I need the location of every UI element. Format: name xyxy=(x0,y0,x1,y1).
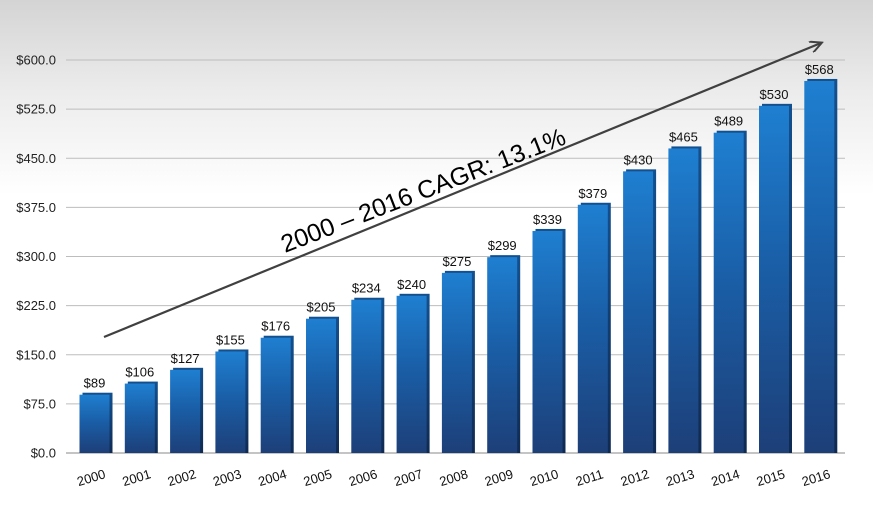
bar xyxy=(804,80,835,454)
x-tick-label: 2015 xyxy=(755,466,787,489)
data-label: $379 xyxy=(578,186,607,201)
bars xyxy=(79,78,838,454)
data-label: $155 xyxy=(216,332,245,347)
y-tick-label: $225.0 xyxy=(16,298,56,313)
data-label: $568 xyxy=(805,62,834,77)
data-label: $339 xyxy=(533,212,562,227)
x-tick-label: 2000 xyxy=(75,466,107,489)
x-axis: 2000 2001 2002 2003 2004 2005 2006 2007 2008 2009… xyxy=(75,466,832,489)
data-label: $299 xyxy=(488,238,517,253)
x-tick-label: 2001 xyxy=(120,466,152,489)
bar xyxy=(351,299,382,453)
bar xyxy=(623,171,654,453)
data-label: $205 xyxy=(307,300,336,315)
cagr-annotation: 2000 – 2016 CAGR: 13.1% xyxy=(277,123,570,259)
bar xyxy=(441,272,472,453)
y-tick-label: $0.0 xyxy=(31,446,56,461)
bar xyxy=(487,257,518,453)
data-label: $89 xyxy=(84,376,106,391)
x-tick-label: 2008 xyxy=(438,466,470,489)
x-tick-label: 2003 xyxy=(211,466,243,489)
x-tick-label: 2010 xyxy=(528,466,560,489)
data-label: $430 xyxy=(624,152,653,167)
data-label: $234 xyxy=(352,281,381,296)
bar xyxy=(124,383,155,453)
x-tick-label: 2007 xyxy=(392,466,424,489)
data-label: $275 xyxy=(442,254,471,269)
trend-arrow xyxy=(103,43,821,339)
y-tick-label: $375.0 xyxy=(16,200,56,215)
data-label: $176 xyxy=(261,319,290,334)
y-tick-label: $600.0 xyxy=(16,53,56,68)
x-tick-label: 2016 xyxy=(800,466,832,489)
bar xyxy=(170,369,201,453)
x-tick-label: 2004 xyxy=(256,466,288,489)
data-label: $489 xyxy=(714,114,743,129)
bar xyxy=(79,394,110,453)
bar xyxy=(668,148,699,454)
x-tick-label: 2009 xyxy=(483,466,515,489)
data-label: $530 xyxy=(760,87,789,102)
data-label: $240 xyxy=(397,277,426,292)
bar xyxy=(532,230,563,453)
bar xyxy=(260,337,291,453)
bar xyxy=(306,318,336,453)
y-tick-label: $75.0 xyxy=(23,396,56,411)
x-tick-label: 2013 xyxy=(664,466,696,489)
bar xyxy=(577,204,608,453)
x-tick-label: 2014 xyxy=(709,466,741,489)
y-tick-label: $450.0 xyxy=(16,151,56,166)
y-axis: $0.0 $75.0 $150.0 $225.0 $300.0 $375.0 $450.0 $… xyxy=(16,53,56,461)
data-label: $106 xyxy=(125,365,154,380)
x-tick-label: 2006 xyxy=(347,466,379,489)
data-label: $127 xyxy=(171,351,200,366)
y-tick-label: $300.0 xyxy=(16,249,56,264)
data-label: $465 xyxy=(669,129,698,144)
x-tick-label: 2011 xyxy=(574,466,605,489)
y-tick-label: $150.0 xyxy=(16,347,56,362)
bar xyxy=(713,132,744,453)
bar xyxy=(396,295,427,453)
x-tick-label: 2002 xyxy=(166,466,198,489)
x-tick-label: 2005 xyxy=(302,466,334,489)
bar xyxy=(215,351,246,453)
data-labels: $89 $106 $127 $155 $176 $205 $234 $240 $275 $299 $… xyxy=(84,62,834,391)
bar xyxy=(759,105,789,453)
x-tick-label: 2012 xyxy=(619,466,651,489)
y-tick-label: $525.0 xyxy=(16,102,56,117)
